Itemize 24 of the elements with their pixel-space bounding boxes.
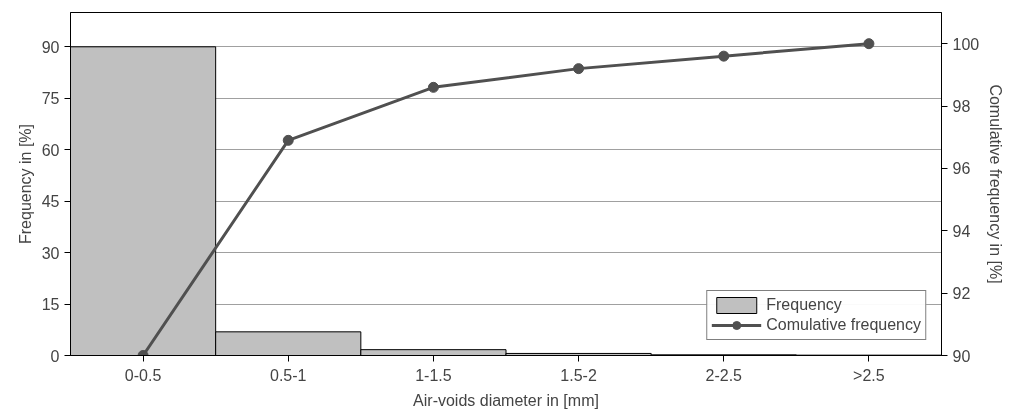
y-tick-label: 60 — [41, 141, 60, 159]
y-tick-label: 30 — [41, 244, 60, 262]
y-tick-label: 75 — [41, 90, 60, 108]
x-tick-label: 1.5-2 — [560, 366, 597, 384]
x-tick-label: 0-0.5 — [124, 366, 162, 384]
x-tick-label: 2-2.5 — [705, 366, 743, 384]
y-tick-label: 90 — [41, 38, 60, 56]
y-axis-title: Frequency in [%] — [16, 123, 34, 245]
y2-tick-label: 92 — [952, 285, 971, 303]
y2-tick-label: 94 — [952, 222, 971, 240]
y-tick-label: 45 — [41, 193, 60, 211]
y2-tick-label: 96 — [952, 160, 971, 178]
y2-axis-title: Comulative frequency in [%] — [987, 84, 1005, 284]
x-tick-label: >2.5 — [853, 366, 885, 384]
y-tick-label: 0 — [50, 347, 60, 365]
legend-label: Frequency — [766, 296, 842, 314]
x-tick-label: 1-1.5 — [415, 366, 452, 384]
y2-tick-label: 98 — [952, 98, 971, 116]
y2-tick-label: 100 — [952, 35, 980, 53]
x-tick-label: 0.5-1 — [270, 366, 307, 384]
y-tick-label: 15 — [41, 296, 60, 314]
x-axis-title: Air-voids diameter in [mm] — [413, 391, 599, 409]
legend-label: Comulative frequency — [766, 316, 921, 334]
y2-tick-label: 90 — [952, 347, 971, 365]
